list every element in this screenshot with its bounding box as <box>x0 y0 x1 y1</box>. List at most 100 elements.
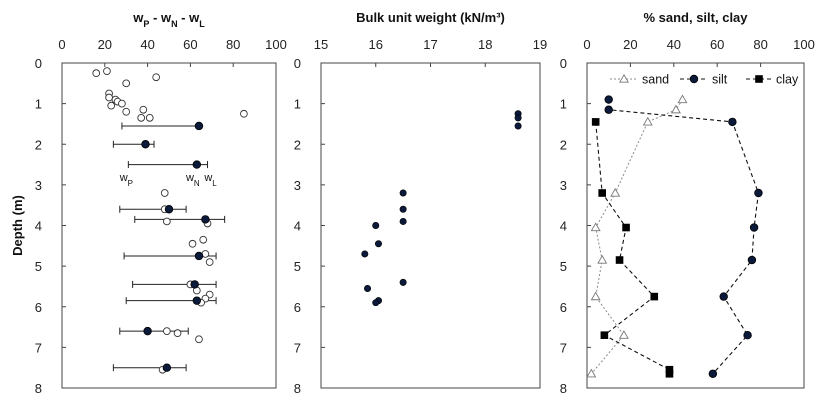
y-tick-label: 1 <box>560 97 567 112</box>
y-tick-label: 3 <box>560 178 567 193</box>
data-point-unit-weight <box>399 278 407 286</box>
y-tick-label: 8 <box>294 381 301 396</box>
data-point-limit <box>163 327 171 335</box>
ann-wl-sub: L <box>212 178 217 187</box>
data-point-limit <box>160 189 169 197</box>
title-wl: w <box>188 10 200 25</box>
data-point-limit <box>205 258 214 266</box>
panel-title-unit-weight: Bulk unit weight (kN/m³) <box>356 10 505 25</box>
plot-frame-3 <box>586 62 805 389</box>
data-point-unit-weight <box>399 217 407 225</box>
data-point-unit-weight <box>372 299 380 307</box>
legend-label-sand: sand <box>642 73 669 87</box>
y-tick-label: 5 <box>560 259 567 274</box>
data-point-clay <box>665 365 674 374</box>
data-point-limit <box>92 69 101 78</box>
data-point-sand <box>618 330 629 339</box>
title-wn: w <box>160 10 172 25</box>
data-point-sand <box>590 222 601 232</box>
data-point-wn <box>162 363 172 372</box>
y-tick-label: 4 <box>294 219 301 234</box>
data-point-limit <box>137 113 146 122</box>
data-point-sand <box>642 116 653 126</box>
data-point-unit-weight <box>399 205 407 213</box>
y-tick-label: 5 <box>35 259 42 274</box>
y-tick-label: 7 <box>294 340 301 355</box>
x-tick-label: 40 <box>140 37 154 52</box>
x-tick-label: 0 <box>58 37 65 52</box>
series-line-silt <box>608 99 759 375</box>
data-point-wn <box>143 326 152 336</box>
data-point-unit-weight <box>372 222 380 230</box>
data-point-sand <box>586 368 597 378</box>
y-tick-label: 7 <box>560 340 567 355</box>
data-point-limit <box>240 109 248 118</box>
title-wp-sub: P <box>143 19 149 29</box>
data-point-clay <box>615 256 624 264</box>
data-point-unit-weight <box>514 114 522 122</box>
data-point-unit-weight <box>361 250 369 258</box>
data-point-unit-weight <box>399 189 407 197</box>
y-axis-label: Depth (m) <box>10 195 25 256</box>
data-point-limit <box>103 67 111 75</box>
data-point-silt <box>719 292 728 301</box>
y-tick-label: 6 <box>294 300 301 315</box>
data-point-silt <box>604 95 613 104</box>
x-tick-label: 17 <box>423 37 437 52</box>
legend-marker-sand <box>619 73 629 83</box>
data-point-silt <box>708 369 718 378</box>
data-point-wn <box>164 205 174 214</box>
ann-wp-sub: P <box>128 178 133 187</box>
ann-wp-w: w <box>119 172 128 184</box>
x-tick-label: 100 <box>793 37 815 52</box>
y-tick-label: 3 <box>294 178 301 193</box>
data-point-wn <box>192 296 202 305</box>
data-point-clay <box>598 189 606 197</box>
y-tick-label: 2 <box>35 137 42 152</box>
annotation-wl: wL <box>203 172 217 188</box>
data-point-sand <box>677 94 688 104</box>
y-tick-label: 3 <box>35 178 42 193</box>
data-point-silt <box>747 255 757 265</box>
x-tick-label: 80 <box>226 37 240 52</box>
data-point-limit <box>188 239 197 248</box>
data-point-clay <box>650 292 659 301</box>
data-point-silt <box>754 188 763 198</box>
y-tick-label: 8 <box>560 381 567 396</box>
data-point-wn <box>190 280 199 289</box>
data-point-limit <box>173 329 182 338</box>
data-point-unit-weight <box>514 122 522 130</box>
title-wp: w <box>132 10 144 25</box>
ann-wl-w: w <box>203 172 212 184</box>
y-tick-label: 0 <box>294 56 301 71</box>
x-tick-label: 60 <box>183 37 197 52</box>
data-point-limit <box>122 107 131 116</box>
y-tick-label: 1 <box>35 97 42 112</box>
y-tick-label: 7 <box>35 340 42 355</box>
ann-wn-w: w <box>185 172 194 184</box>
data-point-limit <box>152 73 161 82</box>
data-point-wn <box>194 251 204 261</box>
data-point-limit <box>199 235 208 244</box>
data-point-silt <box>604 105 613 114</box>
x-tick-label: 15 <box>314 37 328 52</box>
x-tick-label: 80 <box>753 37 767 52</box>
data-point-unit-weight <box>364 284 372 292</box>
y-tick-label: 1 <box>294 97 301 112</box>
data-point-limit <box>139 105 148 114</box>
data-point-limit <box>195 335 203 344</box>
data-point-wn <box>194 121 204 131</box>
y-tick-label: 2 <box>294 137 301 152</box>
data-point-silt <box>749 223 759 232</box>
data-point-limit <box>107 101 116 110</box>
x-tick-label: 100 <box>265 37 287 52</box>
y-tick-label: 6 <box>560 300 567 315</box>
panel-title-atterberg: wP - wN - wL <box>132 10 205 29</box>
data-point-sand <box>670 104 681 114</box>
x-tick-label: 0 <box>583 37 590 52</box>
data-point-limit <box>163 217 171 226</box>
legend-marker-silt <box>689 74 699 84</box>
annotation-wp: wP <box>119 172 133 188</box>
